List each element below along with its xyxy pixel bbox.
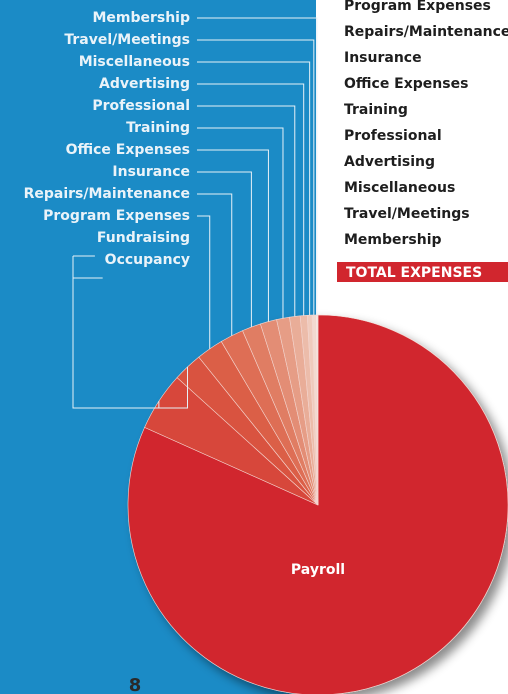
leader-line — [197, 105, 296, 317]
category-label: Office Expenses — [66, 142, 190, 158]
leader-line — [197, 83, 305, 316]
slice-label: Payroll — [291, 562, 345, 578]
leader-line — [197, 127, 284, 319]
legend-label: Membership — [344, 232, 442, 248]
category-label: Occupancy — [105, 252, 190, 268]
total-label: TOTAL EXPENSES — [346, 265, 482, 281]
legend-label: Repairs/Maintenance — [344, 24, 508, 40]
leader-line — [197, 17, 318, 316]
category-label: Training — [126, 120, 190, 136]
leader-line — [197, 215, 211, 349]
category-label: Insurance — [112, 164, 190, 180]
legend-label: Program Expenses — [344, 0, 491, 14]
page-number: 8 — [129, 675, 142, 694]
legend-label: Professional — [344, 128, 442, 144]
leader-line — [197, 171, 252, 328]
leader-line — [72, 277, 160, 409]
category-label: Program Expenses — [43, 208, 190, 224]
leader-line — [197, 149, 269, 322]
legend-label: Miscellaneous — [344, 180, 455, 196]
category-label: Repairs/Maintenance — [24, 186, 190, 202]
pie — [127, 314, 508, 694]
legend-label: Insurance — [344, 50, 422, 66]
category-label: Travel/Meetings — [64, 32, 190, 48]
total-box — [337, 262, 508, 282]
legend-label: Travel/Meetings — [344, 206, 470, 222]
legend-label: Training — [344, 102, 408, 118]
category-label: Membership — [92, 10, 190, 26]
category-label: Professional — [92, 98, 190, 114]
category-label: Miscellaneous — [79, 54, 190, 70]
leader-line — [197, 39, 315, 316]
category-label: Fundraising — [97, 230, 190, 246]
leader-line — [197, 193, 233, 336]
category-label: Advertising — [99, 76, 190, 92]
leader-line — [197, 61, 311, 316]
legend-label: Office Expenses — [344, 76, 468, 92]
legend-label: Advertising — [344, 154, 435, 170]
